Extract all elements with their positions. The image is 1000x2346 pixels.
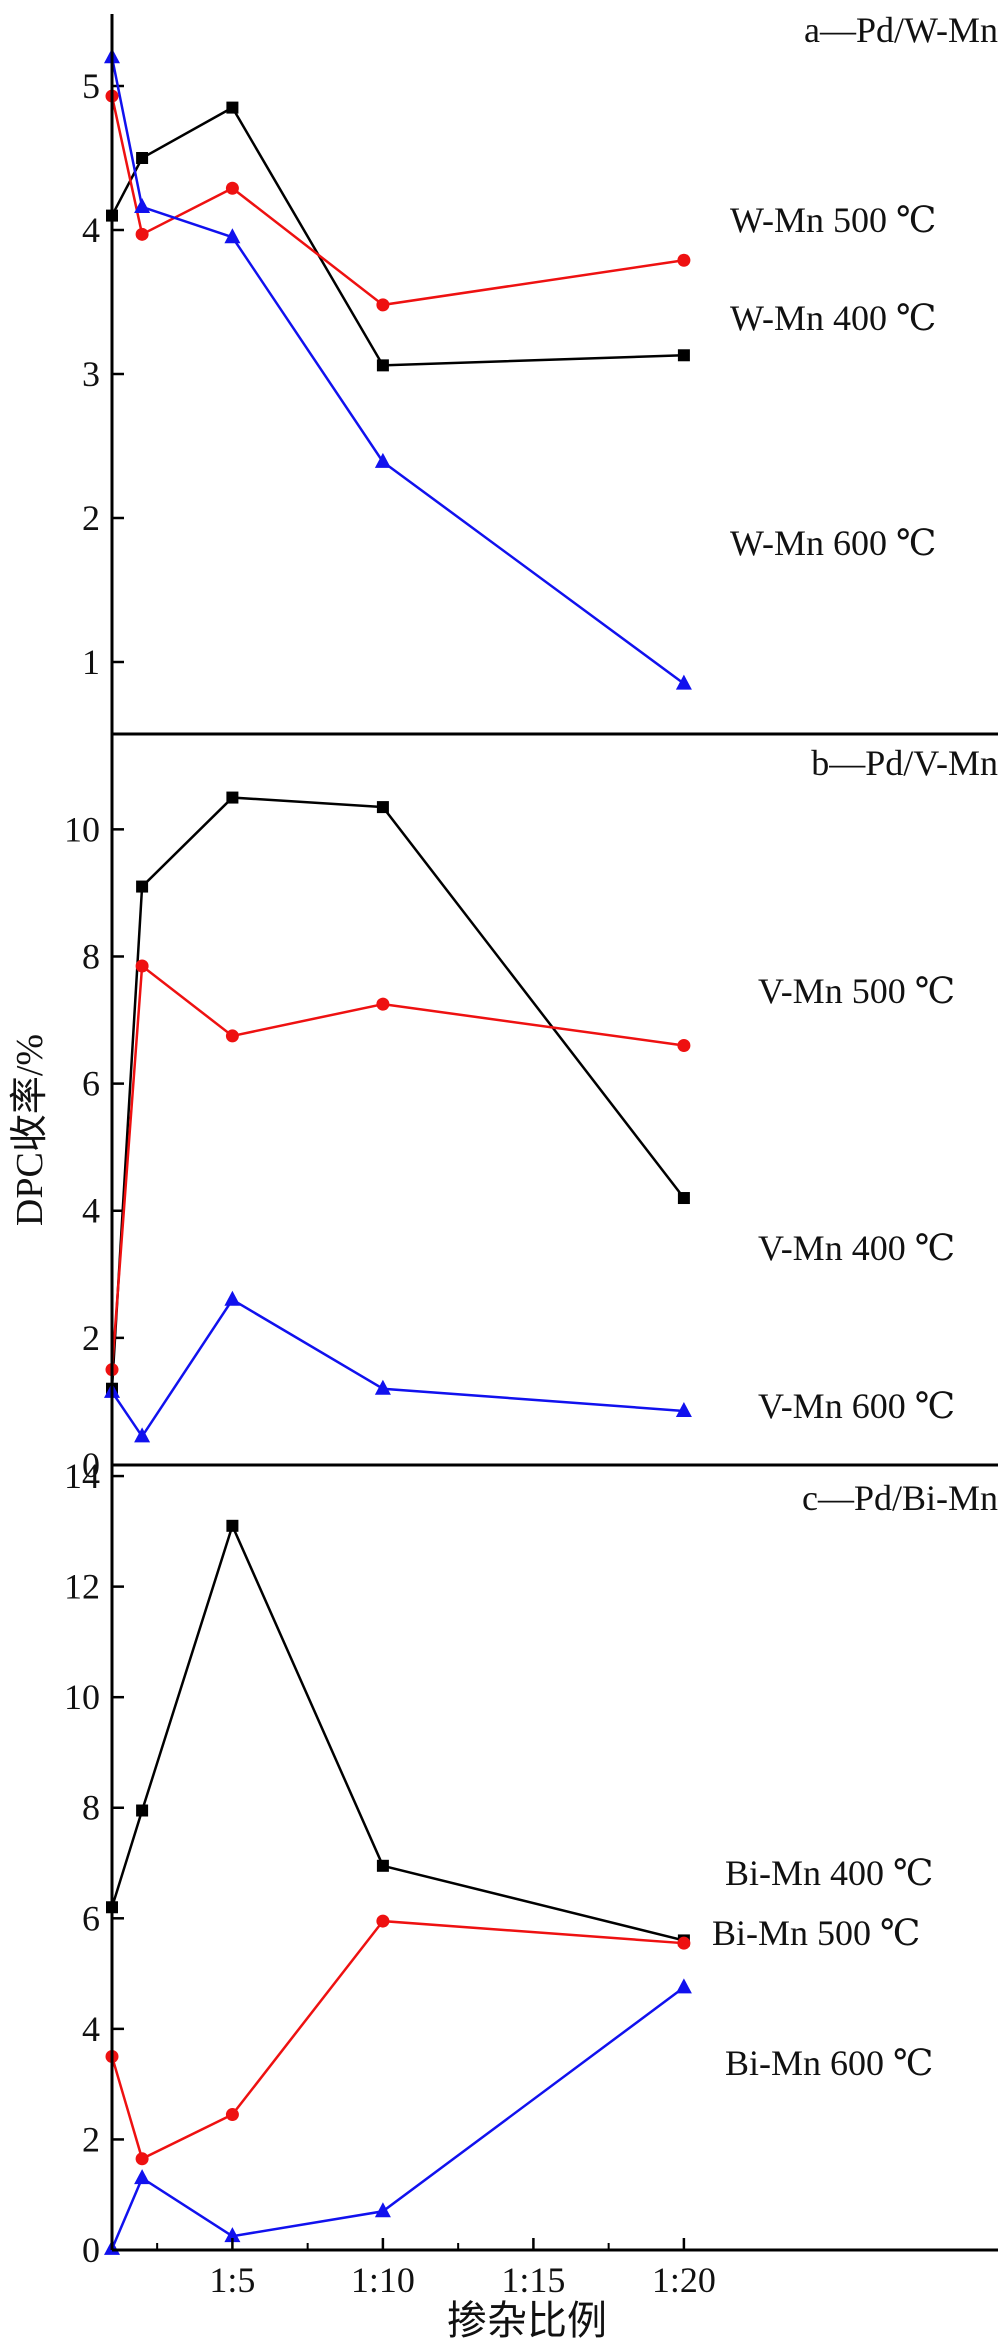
data-point-circle xyxy=(376,997,390,1011)
data-point-circle xyxy=(225,1029,239,1043)
y-tick-label: 2 xyxy=(82,2119,100,2159)
data-point-triangle xyxy=(224,1290,241,1306)
y-tick-label: 10 xyxy=(64,1677,100,1717)
series-label: Bi-Mn 500 ℃ xyxy=(712,1913,920,1953)
series-label: W-Mn 400 ℃ xyxy=(730,298,936,338)
series-triangle xyxy=(104,1290,692,1443)
x-tick-label: 1:20 xyxy=(652,2260,716,2300)
series-line xyxy=(110,1919,684,2161)
y-tick-label: 6 xyxy=(82,1064,100,1104)
series-circle xyxy=(105,1914,691,2166)
series-line xyxy=(110,1298,684,1439)
series-line xyxy=(110,105,684,367)
data-point-square xyxy=(677,349,690,362)
data-point-circle xyxy=(225,181,239,195)
series-line xyxy=(110,796,685,1389)
series-line xyxy=(110,56,685,685)
y-tick-label: 0 xyxy=(82,1445,100,1485)
y-tick-label: 4 xyxy=(82,1191,100,1231)
series-label: V-Mn 600 ℃ xyxy=(758,1386,955,1426)
data-point-square xyxy=(136,152,149,164)
series-triangle xyxy=(104,48,692,690)
data-point-triangle xyxy=(675,674,692,690)
data-point-triangle xyxy=(374,1379,391,1395)
y-tick-label: 4 xyxy=(82,2009,100,2049)
x-axis-label: 掺杂比例 xyxy=(447,2298,607,2343)
y-tick-label: 5 xyxy=(82,66,100,106)
data-point-square xyxy=(136,880,149,893)
data-point-circle xyxy=(135,2152,149,2166)
data-point-square xyxy=(136,1804,149,1817)
data-point-circle xyxy=(677,1038,691,1052)
data-point-circle xyxy=(376,298,390,312)
series-label: Bi-Mn 400 ℃ xyxy=(725,1853,933,1893)
data-point-square xyxy=(226,791,239,804)
data-point-circle xyxy=(135,227,149,241)
x-tick-label: 1:15 xyxy=(501,2260,565,2300)
panel-title: b—Pd/V-Mn xyxy=(811,743,998,783)
data-point-triangle xyxy=(374,452,391,468)
data-point-triangle xyxy=(224,2227,241,2243)
data-point-triangle xyxy=(675,1978,692,1994)
series-circle xyxy=(105,959,691,1377)
x-axis-ticks: 1:5 1:10 1:15 1:20 xyxy=(156,2238,716,2300)
series-square xyxy=(106,791,690,1395)
y-tick-label: 4 xyxy=(82,210,100,250)
data-point-circle xyxy=(677,253,691,267)
series-triangle xyxy=(104,1978,692,2255)
chart-panel-b: 0 2 4 6 8 10 b—Pd/V-Mn V-Mn 400 ℃ V-Mn 500 ℃ V-Mn… xyxy=(64,743,998,1485)
x-tick-label: 1:5 xyxy=(209,2260,255,2300)
series-square xyxy=(106,1519,690,1947)
data-point-triangle xyxy=(374,2202,391,2218)
series-label: V-Mn 400 ℃ xyxy=(758,1228,955,1268)
y-tick-label: 2 xyxy=(82,498,100,538)
series-label: W-Mn 600 ℃ xyxy=(730,523,936,563)
panel-title: c—Pd/Bi-Mn xyxy=(802,1478,998,1518)
data-point-circle xyxy=(376,1914,390,1928)
series-label: V-Mn 500 ℃ xyxy=(758,971,955,1011)
data-point-square xyxy=(677,1192,690,1205)
chart-panel-a: 1 2 3 4 5 a—Pd/W-Mn W-Mn 400 ℃ W-Mn 500 ℃ W-Mn 6… xyxy=(82,10,998,690)
data-point-square xyxy=(376,1859,389,1872)
panel-title: a—Pd/W-Mn xyxy=(804,10,998,50)
x-tick-label: 1:10 xyxy=(351,2260,415,2300)
data-point-circle xyxy=(225,2108,239,2122)
series-square xyxy=(106,101,690,372)
y-tick-label: 14 xyxy=(64,1456,100,1496)
data-point-triangle xyxy=(675,1401,692,1417)
series-label: W-Mn 500 ℃ xyxy=(730,200,936,240)
y-tick-label: 0 xyxy=(82,2230,100,2270)
y-tick-label: 1 xyxy=(82,642,100,682)
y-tick-label: 12 xyxy=(64,1567,100,1607)
data-point-triangle xyxy=(134,197,151,213)
y-axis-label: DPC收率/% xyxy=(9,1034,51,1226)
series-line xyxy=(110,1986,685,2250)
series-line xyxy=(110,1522,685,1942)
data-point-square xyxy=(376,359,389,372)
chart-panel-c: 0 2 4 6 8 10 12 14 c—Pd/Bi-Mn Bi-Mn 400 ℃ Bi-Mn 50… xyxy=(64,1456,998,2270)
y-tick-label: 8 xyxy=(82,1788,100,1828)
series-circle xyxy=(105,89,691,312)
y-tick-label: 6 xyxy=(82,1898,100,1938)
data-point-circle xyxy=(677,1936,691,1950)
data-point-square xyxy=(226,101,239,114)
y-tick-label: 10 xyxy=(64,809,100,849)
axes-frame xyxy=(110,14,998,2252)
data-point-circle xyxy=(135,959,149,973)
y-tick-label: 3 xyxy=(82,354,100,394)
data-point-triangle xyxy=(134,1427,151,1443)
data-point-triangle xyxy=(224,228,241,244)
y-tick-label: 8 xyxy=(82,936,100,976)
series-line xyxy=(110,963,685,1370)
series-label: Bi-Mn 600 ℃ xyxy=(725,2043,933,2083)
data-point-triangle xyxy=(134,2169,151,2185)
data-point-square xyxy=(226,1519,239,1532)
data-point-square xyxy=(376,801,389,814)
y-tick-label: 2 xyxy=(82,1318,100,1358)
